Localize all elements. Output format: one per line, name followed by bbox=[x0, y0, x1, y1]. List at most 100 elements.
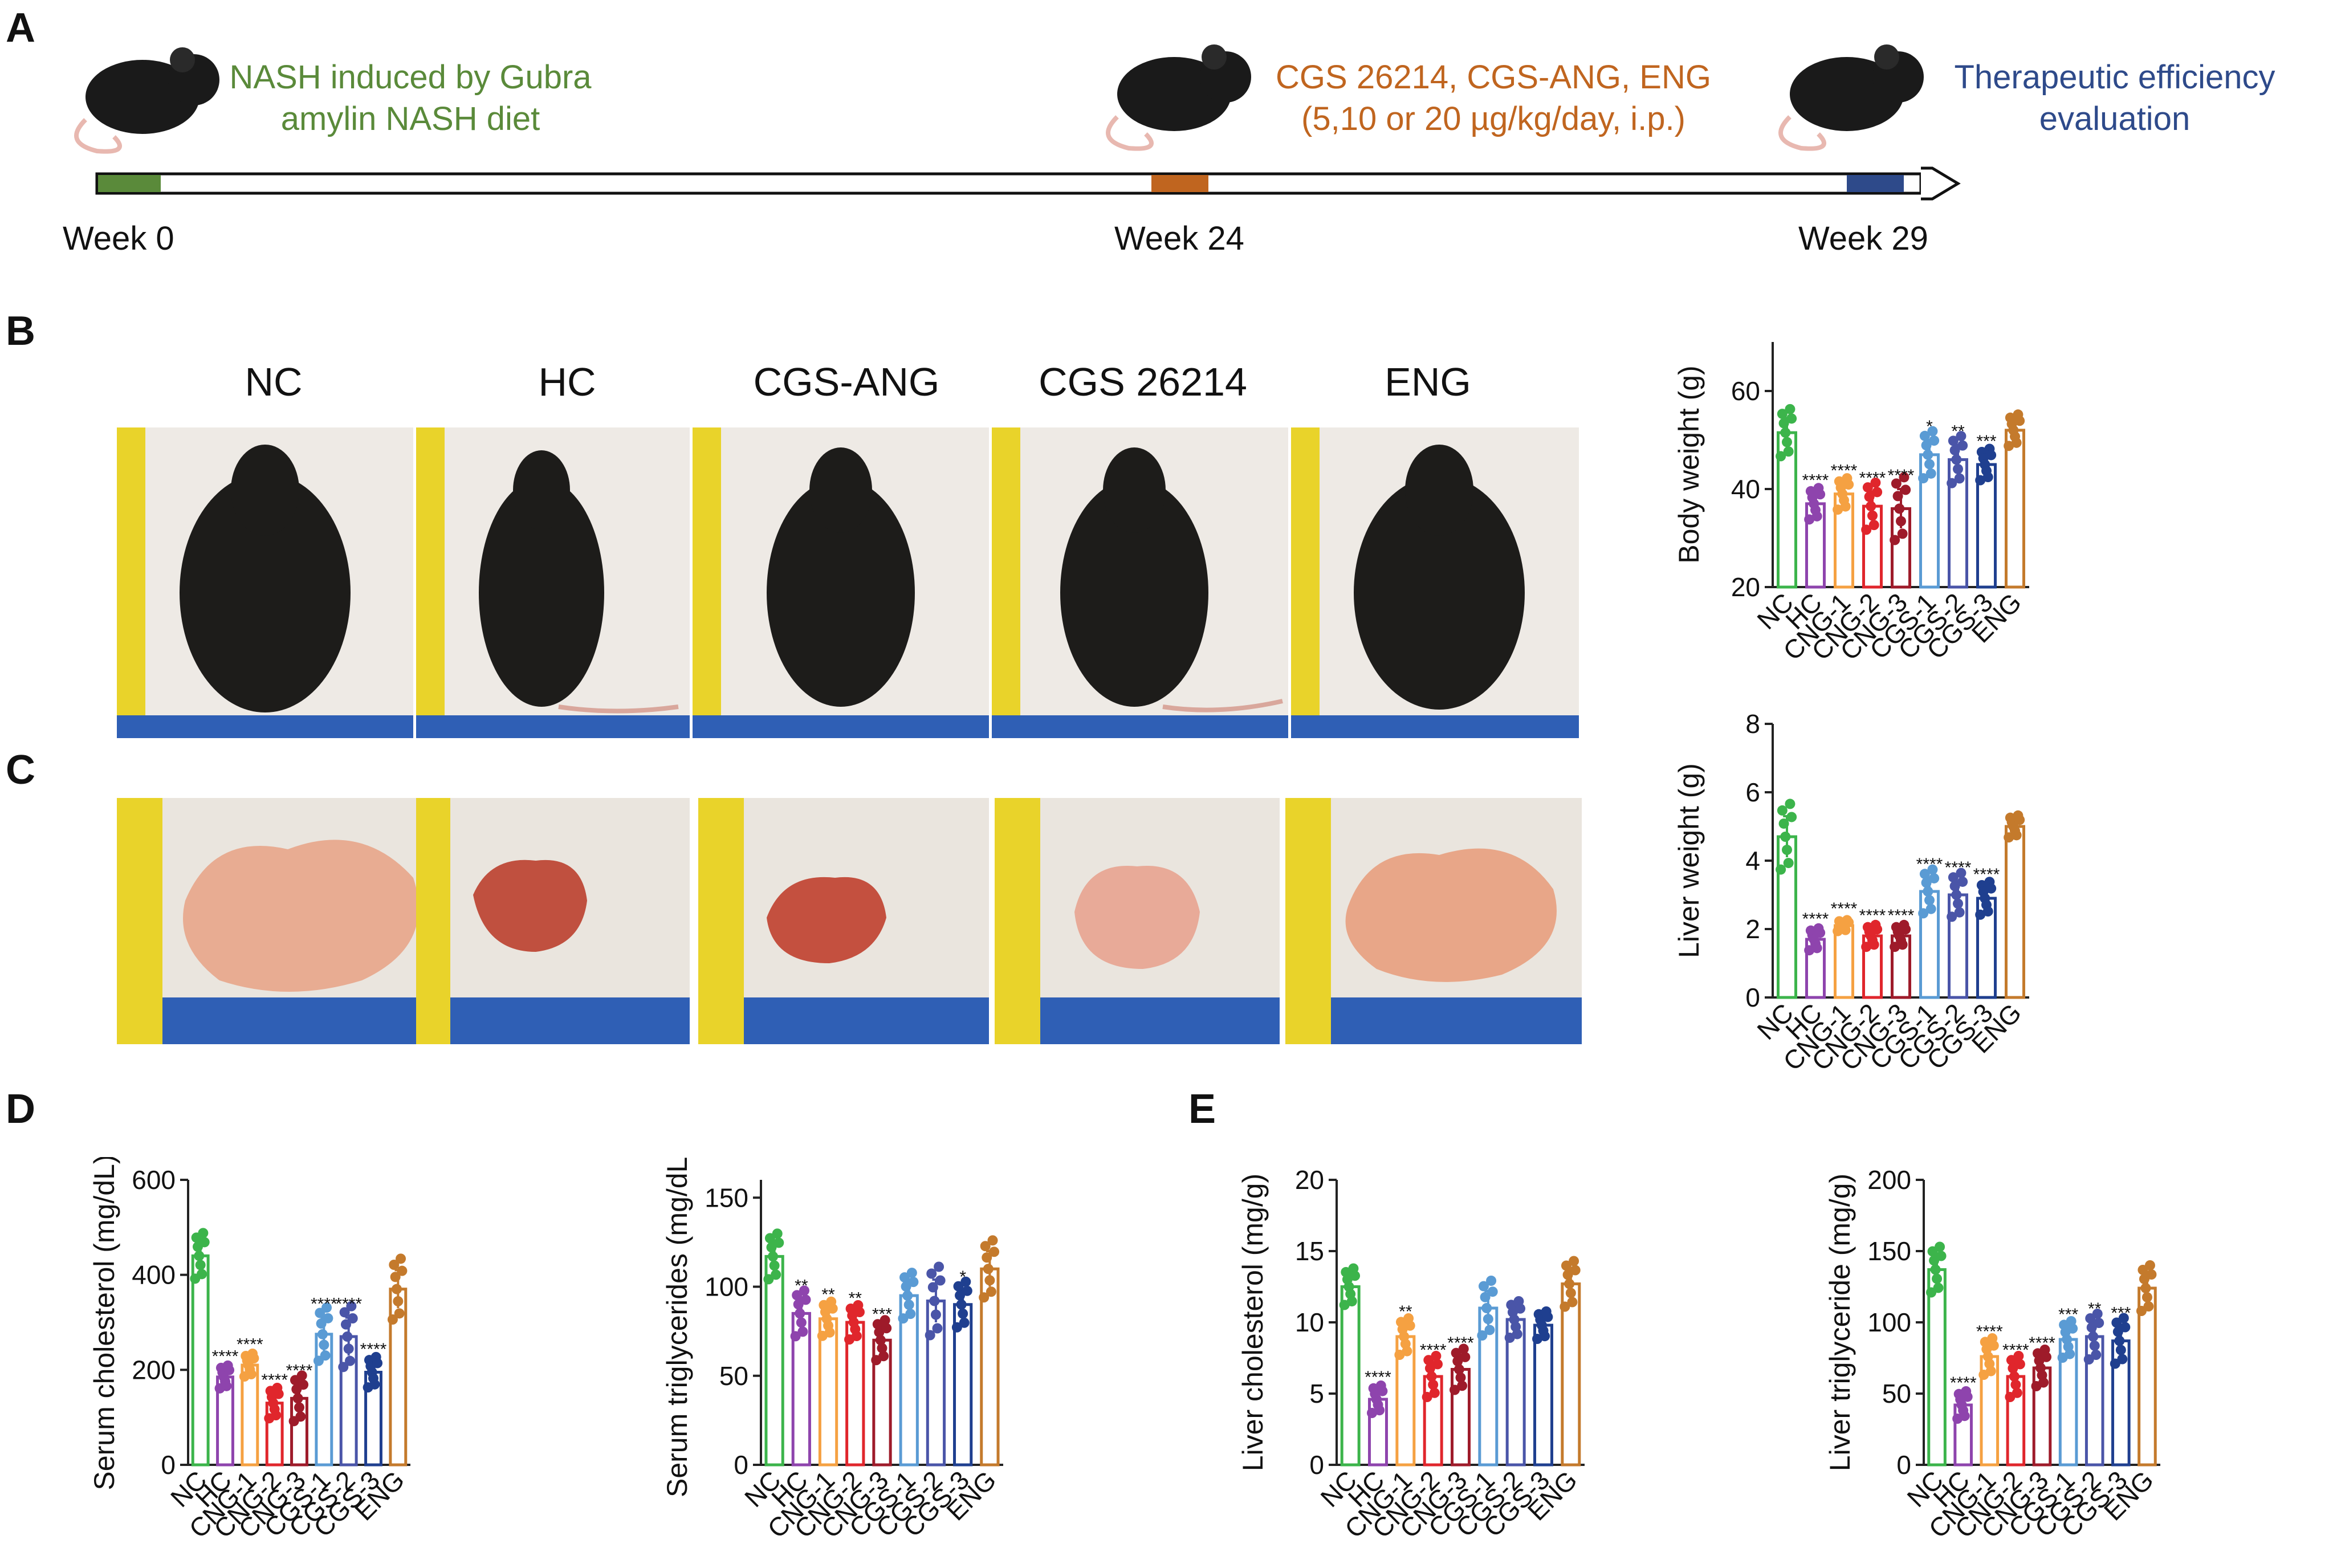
data-point bbox=[881, 1323, 892, 1334]
y-tick-label: 100 bbox=[1867, 1308, 1911, 1337]
data-point bbox=[320, 1350, 331, 1361]
significance-label: **** bbox=[1945, 858, 1972, 877]
y-tick-label: 200 bbox=[1867, 1165, 1911, 1195]
data-point bbox=[198, 1228, 209, 1239]
data-point bbox=[934, 1261, 944, 1272]
data-point bbox=[766, 1242, 777, 1253]
data-point bbox=[1561, 1260, 1571, 1271]
data-point bbox=[1951, 454, 1962, 465]
liver-photo-cgs26214 bbox=[995, 798, 1280, 1044]
data-point bbox=[194, 1251, 205, 1261]
data-point bbox=[197, 1269, 207, 1280]
data-point bbox=[1924, 459, 1935, 470]
data-point bbox=[2088, 1331, 2099, 1342]
data-point bbox=[2067, 1323, 2078, 1334]
data-point bbox=[764, 1233, 775, 1244]
significance-label: **** bbox=[1365, 1368, 1391, 1387]
data-point bbox=[1932, 1273, 1943, 1284]
data-point bbox=[221, 1380, 232, 1391]
data-point bbox=[878, 1351, 889, 1362]
bar-eng bbox=[1561, 1282, 1581, 1467]
y-tick-label: 15 bbox=[1295, 1236, 1324, 1266]
significance-label: **** bbox=[1831, 899, 1858, 918]
data-point bbox=[1777, 409, 1788, 420]
data-point bbox=[927, 1282, 938, 1293]
data-point bbox=[1422, 1392, 1432, 1402]
data-point bbox=[1962, 1391, 1973, 1402]
data-point bbox=[1982, 472, 1993, 483]
bar-cng-1 bbox=[1395, 1335, 1416, 1467]
data-point bbox=[1486, 1276, 1497, 1286]
data-point bbox=[1778, 418, 1789, 429]
data-point bbox=[340, 1319, 351, 1330]
data-point bbox=[1862, 482, 1873, 493]
data-point bbox=[1919, 869, 1930, 879]
data-point bbox=[1811, 943, 1822, 954]
data-point bbox=[394, 1308, 405, 1319]
y-tick-label: 20 bbox=[1295, 1165, 1324, 1195]
data-point bbox=[1957, 876, 1968, 887]
data-point bbox=[397, 1265, 408, 1276]
data-point bbox=[1785, 799, 1795, 809]
photo-group-label-eng: ENG bbox=[1385, 360, 1471, 404]
data-point bbox=[771, 1269, 781, 1280]
timeline-step1-line1: NASH induced by Gubra bbox=[229, 59, 592, 96]
y-tick-label: 4 bbox=[1745, 846, 1760, 875]
data-point bbox=[983, 1264, 994, 1274]
significance-label: **** bbox=[212, 1347, 239, 1366]
y-tick-label: 200 bbox=[132, 1355, 176, 1384]
bar-cng-1 bbox=[1980, 1355, 2000, 1467]
data-point bbox=[2114, 1335, 2125, 1346]
data-point bbox=[249, 1353, 259, 1363]
significance-label: **** bbox=[1802, 910, 1829, 928]
significance-label: **** bbox=[1888, 466, 1915, 485]
bar-cgs-2 bbox=[339, 1335, 358, 1467]
data-point bbox=[1918, 473, 1929, 484]
data-point bbox=[1921, 877, 1932, 888]
data-point bbox=[1894, 503, 1905, 514]
data-point bbox=[769, 1260, 780, 1271]
data-point bbox=[792, 1290, 803, 1301]
data-point bbox=[799, 1285, 809, 1296]
data-point bbox=[2013, 1351, 2024, 1361]
data-point bbox=[1900, 484, 1911, 495]
data-point bbox=[1843, 917, 1854, 928]
data-point bbox=[295, 1411, 306, 1422]
data-point bbox=[2014, 814, 2025, 825]
bar-nc bbox=[1927, 1268, 1947, 1467]
data-point bbox=[1785, 404, 1795, 414]
data-point bbox=[1457, 1380, 1468, 1391]
data-point bbox=[1840, 501, 1851, 512]
data-point bbox=[2146, 1269, 2157, 1280]
significance-label: **** bbox=[286, 1361, 313, 1380]
mouse-photo-hc bbox=[416, 427, 690, 738]
data-point bbox=[1956, 431, 1966, 442]
data-point bbox=[323, 1313, 333, 1323]
data-point bbox=[1923, 449, 1933, 460]
data-point bbox=[387, 1314, 398, 1325]
significance-label: **** bbox=[2029, 1334, 2055, 1353]
y-tick-label: 0 bbox=[161, 1450, 176, 1480]
significance-label: ** bbox=[2088, 1300, 2102, 1318]
data-point bbox=[199, 1237, 210, 1248]
data-point bbox=[898, 1313, 909, 1324]
data-point bbox=[2120, 1322, 2131, 1333]
data-point bbox=[875, 1335, 886, 1346]
data-point bbox=[338, 1362, 349, 1372]
data-point bbox=[1811, 511, 1822, 522]
data-point bbox=[1777, 805, 1788, 816]
data-point bbox=[763, 1274, 774, 1285]
data-point bbox=[2094, 1318, 2104, 1328]
data-point bbox=[1918, 908, 1929, 919]
data-point bbox=[1542, 1312, 1553, 1322]
significance-label: **** bbox=[237, 1335, 263, 1354]
data-point bbox=[1477, 1330, 1488, 1341]
data-point bbox=[1480, 1292, 1491, 1302]
y-tick-label: 10 bbox=[1295, 1308, 1324, 1337]
data-point bbox=[2065, 1349, 2075, 1359]
data-point bbox=[2009, 1371, 2020, 1382]
y-tick-label: 0 bbox=[734, 1450, 748, 1480]
data-point bbox=[827, 1303, 838, 1314]
